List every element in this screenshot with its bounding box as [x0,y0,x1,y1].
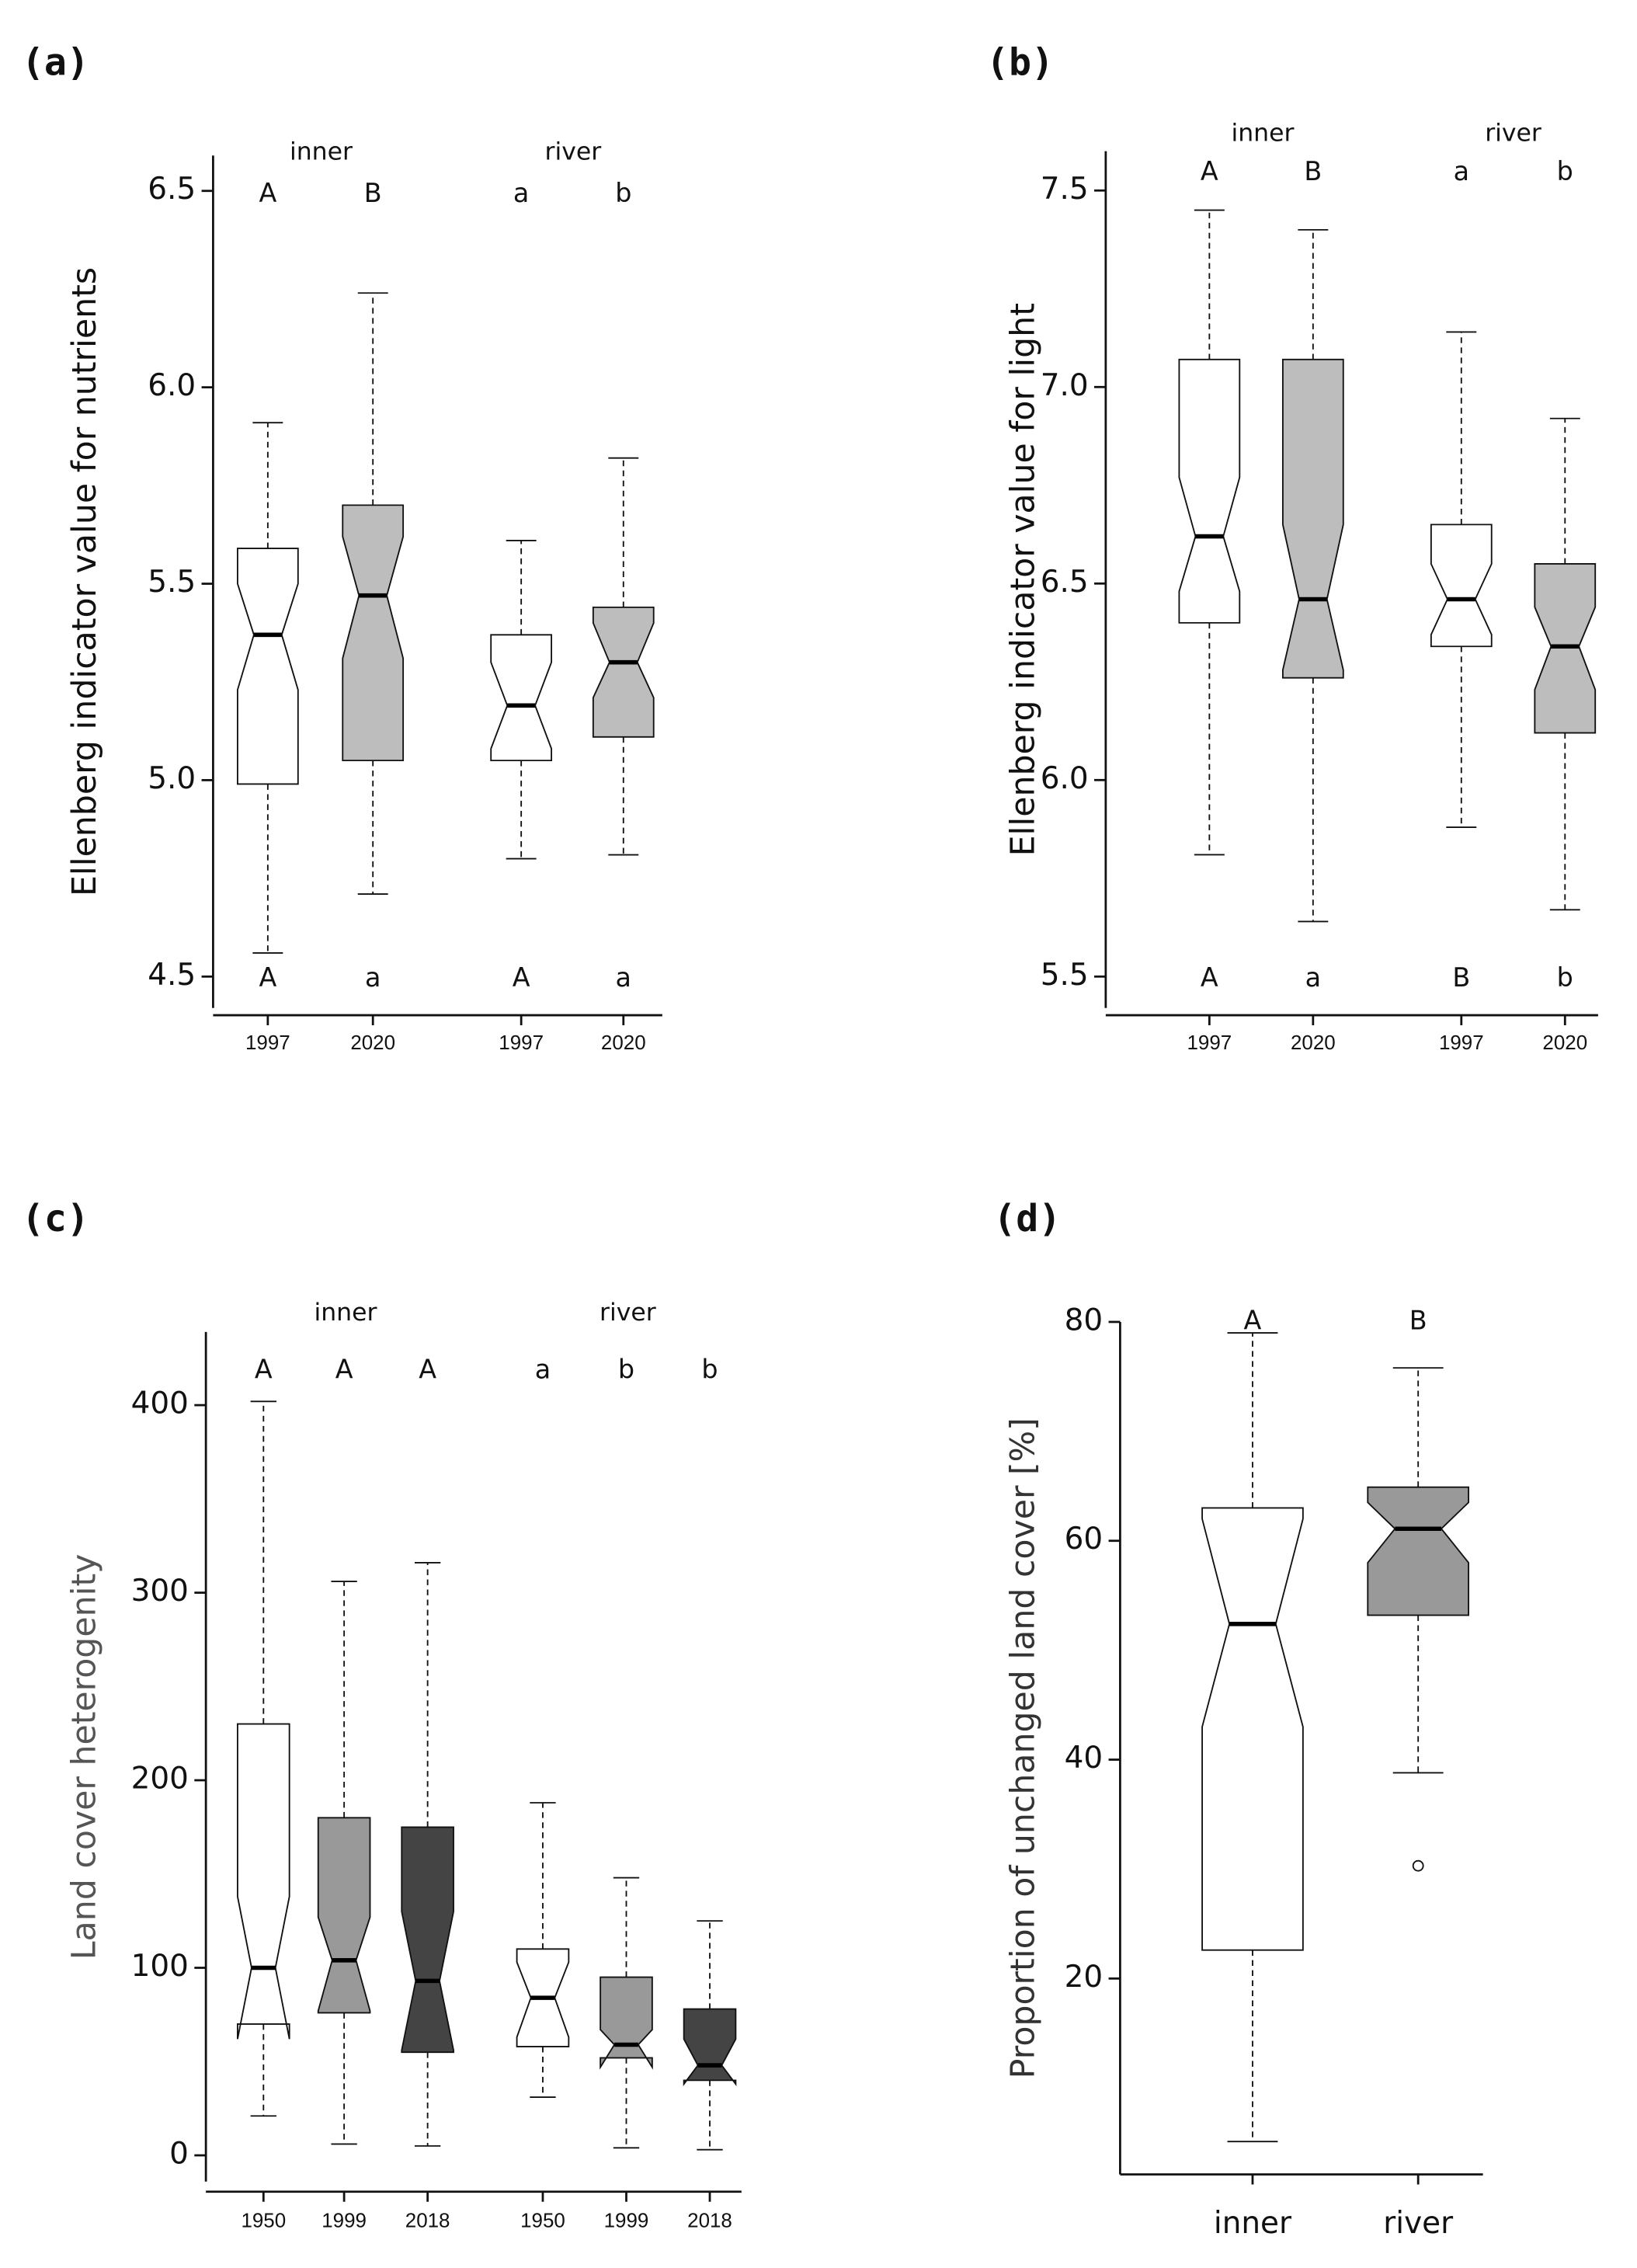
letter-bottom: b [1557,962,1573,993]
y-axis-label: Ellenberg indicator value for light [1004,303,1043,856]
letter-top: A [1201,156,1218,186]
group-label: river [1485,119,1541,147]
x-tick-label: 1997 [1439,1032,1484,1054]
letter-top: b [615,178,631,208]
letter-top: A [419,1354,436,1384]
letter-top: a [535,1354,551,1384]
x-tick-label: 2020 [601,1032,646,1054]
y-axis-label: Ellenberg indicator value for nutrients [65,267,104,896]
x-tick-label: 1950 [520,2211,565,2232]
letter-bottom: a [616,962,631,993]
y-tick-label: 0 [169,2136,189,2171]
letter-bottom: a [1305,962,1321,993]
letter-top: b [1557,156,1573,186]
box [236,548,299,785]
y-tick-label: 60 [1065,1522,1103,1557]
letter-bottom: A [513,962,530,993]
x-tick-label: 2020 [350,1032,395,1054]
letter-top: a [513,178,529,208]
letter-bottom: A [259,962,276,993]
box [236,1723,290,2040]
panel-title: (c) [22,1197,89,1240]
letter-bottom: a [365,962,381,993]
box [1281,358,1344,679]
box [592,606,655,738]
box [683,2008,737,2086]
panel-title: (a) [22,40,89,84]
y-tick-label: 7.5 [1041,172,1089,207]
x-tick-label: 2020 [1291,1032,1336,1054]
letter-top: B [1304,156,1322,186]
y-tick-label: 7.0 [1041,368,1089,403]
x-tick-label: river [1383,2206,1453,2241]
box [342,504,405,762]
y-tick-label: 400 [131,1386,189,1421]
y-axis-label: Land cover heterogenity [65,1554,104,1960]
x-tick-label: 2018 [687,2211,732,2232]
box [600,1976,653,2070]
letter-top: b [618,1354,634,1384]
x-tick-label: 1997 [499,1032,544,1054]
y-tick-label: 6.5 [1041,565,1089,600]
y-axis-label: Proportion of unchanged land cover [%] [1004,1418,1043,2078]
y-tick-label: 6.0 [1041,761,1089,796]
group-label: inner [1231,119,1294,147]
y-tick-label: 20 [1065,1960,1103,1995]
letter-bottom: A [1201,962,1218,993]
y-tick-label: 200 [131,1762,189,1797]
y-tick-label: 5.0 [148,761,196,796]
letter-top: A [1244,1305,1262,1335]
panel-title: (b) [986,40,1054,84]
box [1201,1507,1304,1951]
box [317,1817,371,2014]
group-label: river [545,138,602,166]
y-tick-label: 80 [1065,1303,1103,1337]
x-tick-label: 1999 [321,2211,367,2232]
letter-top: B [1409,1305,1427,1335]
group-label: inner [314,1299,377,1327]
letter-top: b [701,1354,718,1384]
y-tick-label: 6.0 [148,368,196,403]
y-tick-label: 6.5 [148,172,196,207]
x-tick-label: 1999 [604,2211,649,2232]
y-tick-label: 100 [131,1949,189,1984]
box [1178,358,1241,624]
x-tick-label: 1997 [1187,1032,1232,1054]
group-label: river [600,1299,656,1327]
x-tick-label: 1950 [241,2211,286,2232]
x-tick-label: inner [1214,2206,1291,2241]
group-label: inner [290,138,353,166]
letter-top: a [1454,156,1469,186]
letter-top: A [259,178,276,208]
box [490,634,553,762]
letter-top: A [255,1354,273,1384]
box [1367,1486,1469,1616]
y-tick-label: 40 [1065,1741,1103,1776]
letter-top: B [364,178,382,208]
x-tick-label: 2020 [1542,1032,1587,1054]
box [1430,524,1493,648]
panel-title: (d) [993,1197,1061,1240]
letter-bottom: B [1452,962,1470,993]
y-tick-label: 4.5 [148,958,196,993]
letter-top: A [335,1354,353,1384]
y-tick-label: 300 [131,1574,189,1609]
y-tick-label: 5.5 [148,565,196,600]
y-tick-label: 5.5 [1041,958,1089,993]
box [401,1826,454,2054]
x-tick-label: 2018 [405,2211,450,2232]
x-tick-label: 1997 [245,1032,290,1054]
outlier [1412,1859,1424,1872]
